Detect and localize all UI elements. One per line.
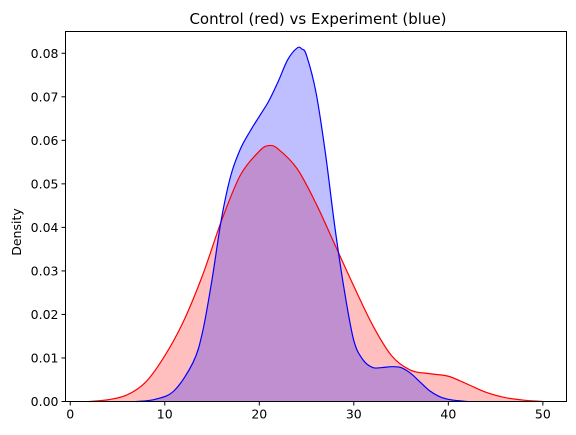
x-tick-label: 40 xyxy=(440,407,456,422)
axis-ticks: 0 10 20 30 40 50 0.00 0.01 0.02 0.03 0.04 0.05 0.06 0… xyxy=(31,46,551,422)
x-tick-label: 50 xyxy=(535,407,551,422)
y-tick-label: 0.00 xyxy=(31,394,59,409)
density-fills xyxy=(89,47,543,402)
control-density-area xyxy=(89,145,543,402)
y-tick-label: 0.02 xyxy=(31,307,59,322)
density-lines xyxy=(89,46,543,403)
chart-title: Control (red) vs Experiment (blue) xyxy=(189,10,446,28)
y-axis-label: Density xyxy=(9,208,24,256)
y-tick-label: 0.03 xyxy=(31,263,59,278)
x-tick-label: 0 xyxy=(66,407,74,422)
control-density-line xyxy=(89,144,543,403)
plot-frame xyxy=(65,31,567,402)
experiment-density-line xyxy=(136,46,468,403)
x-tick-label: 20 xyxy=(251,407,267,422)
y-tick-label: 0.06 xyxy=(31,133,59,148)
x-tick-label: 10 xyxy=(157,407,173,422)
y-tick-label: 0.01 xyxy=(31,350,59,365)
y-tick-label: 0.07 xyxy=(31,89,59,104)
x-tick-label: 30 xyxy=(346,407,362,422)
y-tick-label: 0.04 xyxy=(31,220,59,235)
y-tick-label: 0.05 xyxy=(31,176,59,191)
y-tick-label: 0.08 xyxy=(31,46,59,61)
experiment-density-area xyxy=(136,47,468,402)
